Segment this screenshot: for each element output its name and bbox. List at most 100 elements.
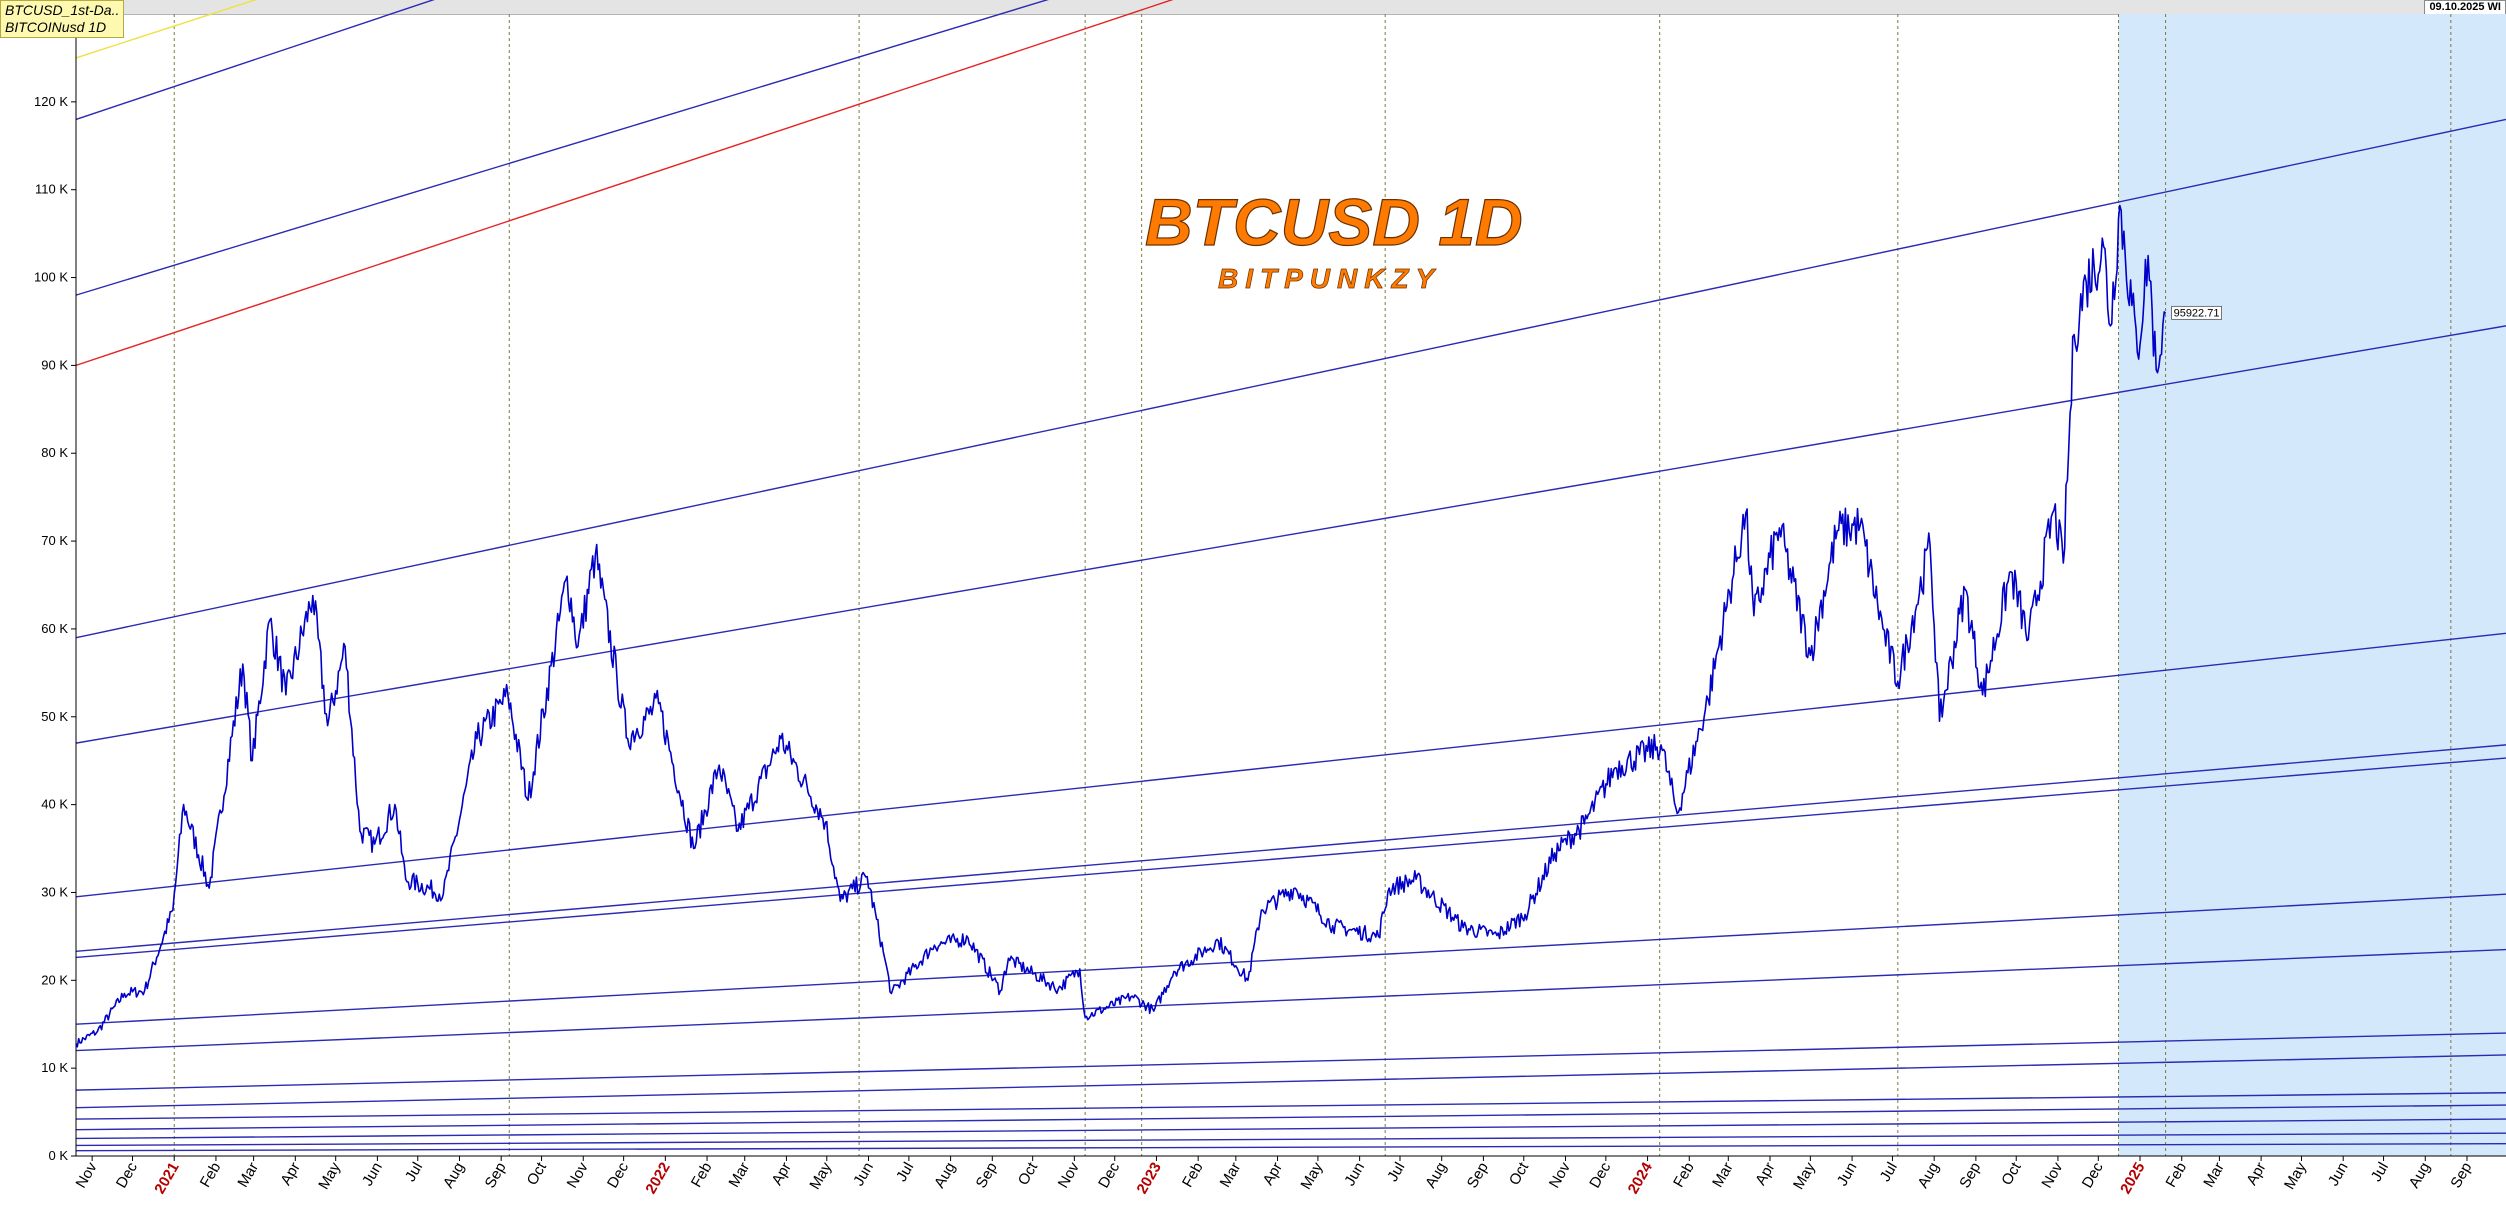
y-tick-label-7: 70 K xyxy=(41,533,68,548)
x-tick-label-55: Jun xyxy=(2325,1160,2352,1189)
x-tick-label-4: Mar xyxy=(234,1160,262,1191)
last-value-label: 95922.71 xyxy=(2174,307,2220,319)
x-tick-label-3: Feb xyxy=(197,1160,225,1191)
x-tick-label-8: Jul xyxy=(402,1160,426,1185)
watermark-subtitle: BITPUNKZY xyxy=(1218,263,1441,294)
x-tick-label-31: Jun xyxy=(1341,1160,1368,1189)
x-tick-label-40: Mar xyxy=(1709,1160,1737,1191)
trend-line-9 xyxy=(75,893,2506,1025)
trend-line-2 xyxy=(75,0,1049,296)
x-tick-label-14: 2022 xyxy=(642,1160,673,1197)
x-tick-label-27: Feb xyxy=(1179,1160,1207,1191)
x-tick-label-9: Aug xyxy=(440,1160,468,1192)
x-tick-label-16: Mar xyxy=(726,1160,754,1191)
x-tick-label-19: Jun xyxy=(850,1160,877,1189)
x-tick-label-58: Sep xyxy=(2447,1160,2475,1192)
x-tick-label-37: Dec xyxy=(1586,1159,1614,1191)
y-tick-label-8: 80 K xyxy=(41,445,68,460)
trend-line-4 xyxy=(75,118,2506,639)
trend-line-6 xyxy=(75,632,2506,898)
y-tick-label-3: 30 K xyxy=(41,884,68,899)
price-series: 95922.71 xyxy=(75,204,2222,1048)
watermark: BTCUSD 1D BITPUNKZY xyxy=(1144,184,1523,294)
projection-zone xyxy=(2118,14,2506,1156)
trend-line-13 xyxy=(75,1092,2506,1120)
x-tick-label-57: Aug xyxy=(2406,1160,2434,1192)
trend-line-17 xyxy=(75,1143,2506,1152)
trend-line-8 xyxy=(75,757,2506,959)
trend-line-12 xyxy=(75,1054,2506,1109)
trend-line-5 xyxy=(75,325,2506,744)
x-tick-label-10: Sep xyxy=(482,1160,510,1192)
y-tick-label-12: 120 K xyxy=(34,94,68,109)
x-tick-label-6: May xyxy=(315,1159,344,1192)
y-tick-label-9: 90 K xyxy=(41,357,68,372)
x-tick-label-20: Jul xyxy=(893,1160,917,1185)
x-tick-label-24: Nov xyxy=(1055,1159,1083,1191)
x-tick-label-46: Sep xyxy=(1956,1160,1984,1192)
x-tick-label-30: May xyxy=(1297,1159,1326,1192)
y-tick-label-2: 20 K xyxy=(41,972,68,987)
x-tick-label-54: May xyxy=(2281,1159,2310,1192)
x-tick-label-15: Feb xyxy=(688,1160,716,1191)
vertical-markers xyxy=(173,14,2452,1156)
trend-line-7 xyxy=(75,744,2506,953)
x-tick-label-13: Dec xyxy=(604,1159,632,1191)
x-tick-label-7: Jun xyxy=(359,1160,386,1189)
trend-line-10 xyxy=(75,948,2506,1052)
x-tick-label-44: Jul xyxy=(1877,1160,1901,1185)
trend-line-16 xyxy=(75,1132,2506,1147)
top-bar: 09.10.2025 WI xyxy=(0,0,2506,15)
x-tick-label-17: Apr xyxy=(769,1159,795,1188)
x-tick-label-33: Aug xyxy=(1422,1160,1450,1192)
legend-entry-1[interactable]: BTCUSD_1st-Da.. xyxy=(5,2,120,18)
x-tick-label-25: Dec xyxy=(1095,1159,1123,1191)
x-tick-label-28: Mar xyxy=(1217,1160,1245,1191)
trend-lines xyxy=(75,0,2506,1152)
x-tick-label-26: 2023 xyxy=(1134,1160,1165,1197)
x-tick-label-56: Jul xyxy=(2368,1160,2392,1185)
trend-line-11 xyxy=(75,1032,2506,1091)
x-tick-label-51: Feb xyxy=(2163,1160,2191,1191)
chart-legend[interactable]: BTCUSD_1st-Da.. BITCOINusd 1D xyxy=(0,0,125,38)
x-tick-label-41: Apr xyxy=(1752,1159,1778,1188)
price-line xyxy=(75,204,2167,1048)
x-tick-label-34: Sep xyxy=(1464,1160,1492,1192)
x-tick-label-49: Dec xyxy=(2079,1159,2107,1191)
x-tick-label-47: Oct xyxy=(1998,1159,2025,1188)
watermark-title: BTCUSD 1D xyxy=(1145,185,1523,259)
x-tick-label-32: Jul xyxy=(1384,1160,1408,1185)
legend-entry-2[interactable]: BITCOINusd 1D xyxy=(5,19,107,35)
x-tick-label-2: 2021 xyxy=(151,1160,182,1197)
x-tick-label-21: Aug xyxy=(931,1160,959,1192)
x-tick-label-38: 2024 xyxy=(1625,1159,1657,1197)
x-tick-label-35: Oct xyxy=(1506,1159,1533,1188)
x-tick-label-53: Apr xyxy=(2243,1159,2269,1188)
y-tick-label-0: 0 K xyxy=(48,1148,68,1163)
x-tick-label-29: Apr xyxy=(1260,1159,1286,1188)
x-tick-label-23: Oct xyxy=(1015,1159,1042,1188)
x-tick-label-48: Nov xyxy=(2038,1159,2066,1191)
x-tick-label-43: Jun xyxy=(1834,1160,1861,1189)
x-tick-label-52: Mar xyxy=(2200,1160,2228,1191)
x-tick-label-36: Nov xyxy=(1546,1159,1574,1191)
x-tick-label-39: Feb xyxy=(1670,1160,1698,1191)
x-tick-label-5: Apr xyxy=(277,1159,303,1188)
trend-line-15 xyxy=(75,1118,2506,1140)
y-tick-label-6: 60 K xyxy=(41,621,68,636)
x-tick-label-12: Nov xyxy=(564,1159,592,1191)
x-tick-label-11: Oct xyxy=(524,1159,551,1188)
x-tick-label-22: Sep xyxy=(973,1160,1001,1192)
x-tick-label-0: Nov xyxy=(73,1159,101,1191)
y-tick-label-11: 110 K xyxy=(35,182,68,197)
y-tick-label-1: 10 K xyxy=(41,1060,68,1075)
trend-line-0 xyxy=(75,0,257,59)
trend-line-1 xyxy=(75,0,435,121)
y-tick-label-4: 40 K xyxy=(41,797,68,812)
x-tick-label-18: May xyxy=(806,1159,835,1192)
x-tick-label-1: Dec xyxy=(113,1159,141,1191)
trend-line-3 xyxy=(75,0,1174,367)
x-tick-label-42: May xyxy=(1790,1159,1819,1192)
last-value-box xyxy=(2171,305,2222,320)
